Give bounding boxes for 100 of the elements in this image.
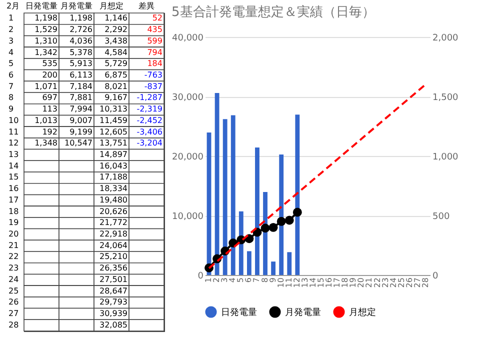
x-tick-label: 28: [420, 278, 430, 288]
x-tick-label: 23: [380, 278, 390, 288]
data-label: 6,113: [70, 70, 92, 80]
data-label: 7,881: [70, 93, 92, 102]
data-label: 9,007: [70, 116, 92, 125]
data-label: -3,406: [136, 127, 162, 136]
y-tick-label: 15: [8, 172, 19, 182]
data-label: 1,342: [34, 48, 58, 57]
data-label: 32,085: [100, 320, 128, 330]
x-tick-label: 21: [364, 278, 374, 288]
data-label: 435: [147, 25, 162, 34]
y-tick-label: 25: [8, 286, 19, 296]
bar: [214, 93, 220, 275]
legend-label: 月発電量: [285, 307, 321, 318]
data-label: 1,529: [34, 25, 58, 34]
data-label: 26,356: [100, 264, 128, 273]
x-tick-label: 12: [292, 278, 302, 288]
data-label: 10,547: [64, 138, 92, 148]
x-tick-label: 22: [372, 278, 382, 288]
x-tick-label: 8: [260, 278, 270, 283]
data-label: 9,167: [104, 93, 128, 102]
data-label: 2,726: [70, 25, 92, 34]
data-label: 27,501: [100, 274, 128, 284]
x-tick-label: 13: [300, 278, 310, 288]
point: [276, 216, 286, 226]
y2-tick-label: 1,000: [432, 152, 459, 162]
data-label: 7,184: [70, 82, 92, 91]
data-label: 1,198: [70, 14, 92, 23]
bar: [287, 252, 292, 275]
data-label: 25,210: [100, 252, 128, 262]
data-label: 13,751: [100, 138, 128, 148]
data-label: -2,452: [136, 116, 162, 125]
data-label: 22,918: [100, 229, 128, 238]
x-tick-label: 3: [220, 278, 230, 283]
data-label: 4,036: [70, 36, 92, 46]
data-label: 1,071: [34, 82, 58, 91]
x-tick-label: 4: [228, 278, 238, 283]
point: [284, 216, 294, 225]
y-tick-label: 2: [8, 25, 14, 34]
bar: [230, 115, 236, 275]
y-axis-title: 2月: [6, 2, 20, 10]
y-tick-label: 9: [8, 104, 14, 114]
data-label: 52: [152, 14, 162, 23]
x-tick-label: 月発電量: [60, 2, 92, 10]
x-tick-label: 11: [284, 278, 294, 288]
data-label: 24,064: [100, 240, 128, 250]
data-label: 599: [147, 36, 162, 46]
data-label: 16,043: [100, 161, 128, 170]
y-tick-label: 40,000: [172, 34, 204, 44]
point: [260, 224, 270, 233]
x-tick-label: 月想定: [100, 2, 124, 10]
data-label: -3,204: [136, 138, 162, 148]
x-tick-label: 16: [324, 278, 334, 288]
data-label: -1,287: [136, 93, 162, 102]
y-tick-label: 0: [198, 272, 204, 282]
y-tick-label: 10: [8, 116, 19, 125]
y-tick-label: 3: [8, 36, 14, 46]
x-tick-label: 15: [316, 278, 326, 288]
y-tick-label: 14: [8, 161, 19, 170]
x-tick-label: 差異: [138, 2, 154, 10]
y-tick-label: 18: [8, 206, 19, 216]
point: [292, 208, 302, 217]
y-tick-label: 6: [8, 70, 14, 80]
data-label: -837: [144, 82, 162, 91]
x-tick-label: 26: [404, 278, 414, 288]
y2-tick-label: 500: [432, 212, 450, 222]
data-label: 29,793: [100, 298, 128, 307]
data-label: 4,584: [104, 48, 128, 57]
data-label: 28,647: [100, 286, 128, 296]
data-label: 1,146: [104, 14, 128, 23]
y-tick-label: 4: [8, 48, 14, 57]
bar: [279, 154, 284, 275]
data-label: -763: [144, 70, 162, 80]
data-label: 5,729: [104, 59, 128, 68]
x-tick-label: 20: [356, 278, 366, 288]
data-label: 11,459: [100, 116, 128, 125]
y-tick-label: 8: [8, 93, 14, 102]
y-tick-label: 28: [8, 320, 19, 330]
data-label: 8,021: [104, 82, 128, 91]
data-label: 1,198: [34, 14, 58, 23]
y-tick-label: 17: [8, 195, 19, 204]
x-tick-label: 6: [244, 278, 254, 283]
y-tick-label: 13: [8, 150, 19, 159]
data-label: 1,348: [34, 138, 58, 148]
bar: [255, 148, 260, 275]
y-tick-label: 27: [8, 308, 19, 318]
x-tick-label: 17: [332, 278, 342, 288]
y-tick-label: 12: [8, 138, 19, 148]
data-label: 12,605: [100, 127, 128, 136]
data-label: 5,378: [70, 48, 92, 57]
y-tick-label: 22: [8, 252, 19, 262]
data-label: 5,913: [70, 59, 92, 68]
data-label: 18,334: [100, 184, 128, 194]
y-tick-label: 10,000: [172, 212, 204, 222]
data-label: 17,188: [100, 172, 128, 182]
bar: [246, 251, 252, 275]
y-tick-label: 16: [8, 184, 19, 194]
x-tick-label: 日発電量: [26, 2, 58, 10]
x-tick-label: 25: [396, 278, 406, 288]
y-tick-label: 11: [8, 127, 19, 136]
